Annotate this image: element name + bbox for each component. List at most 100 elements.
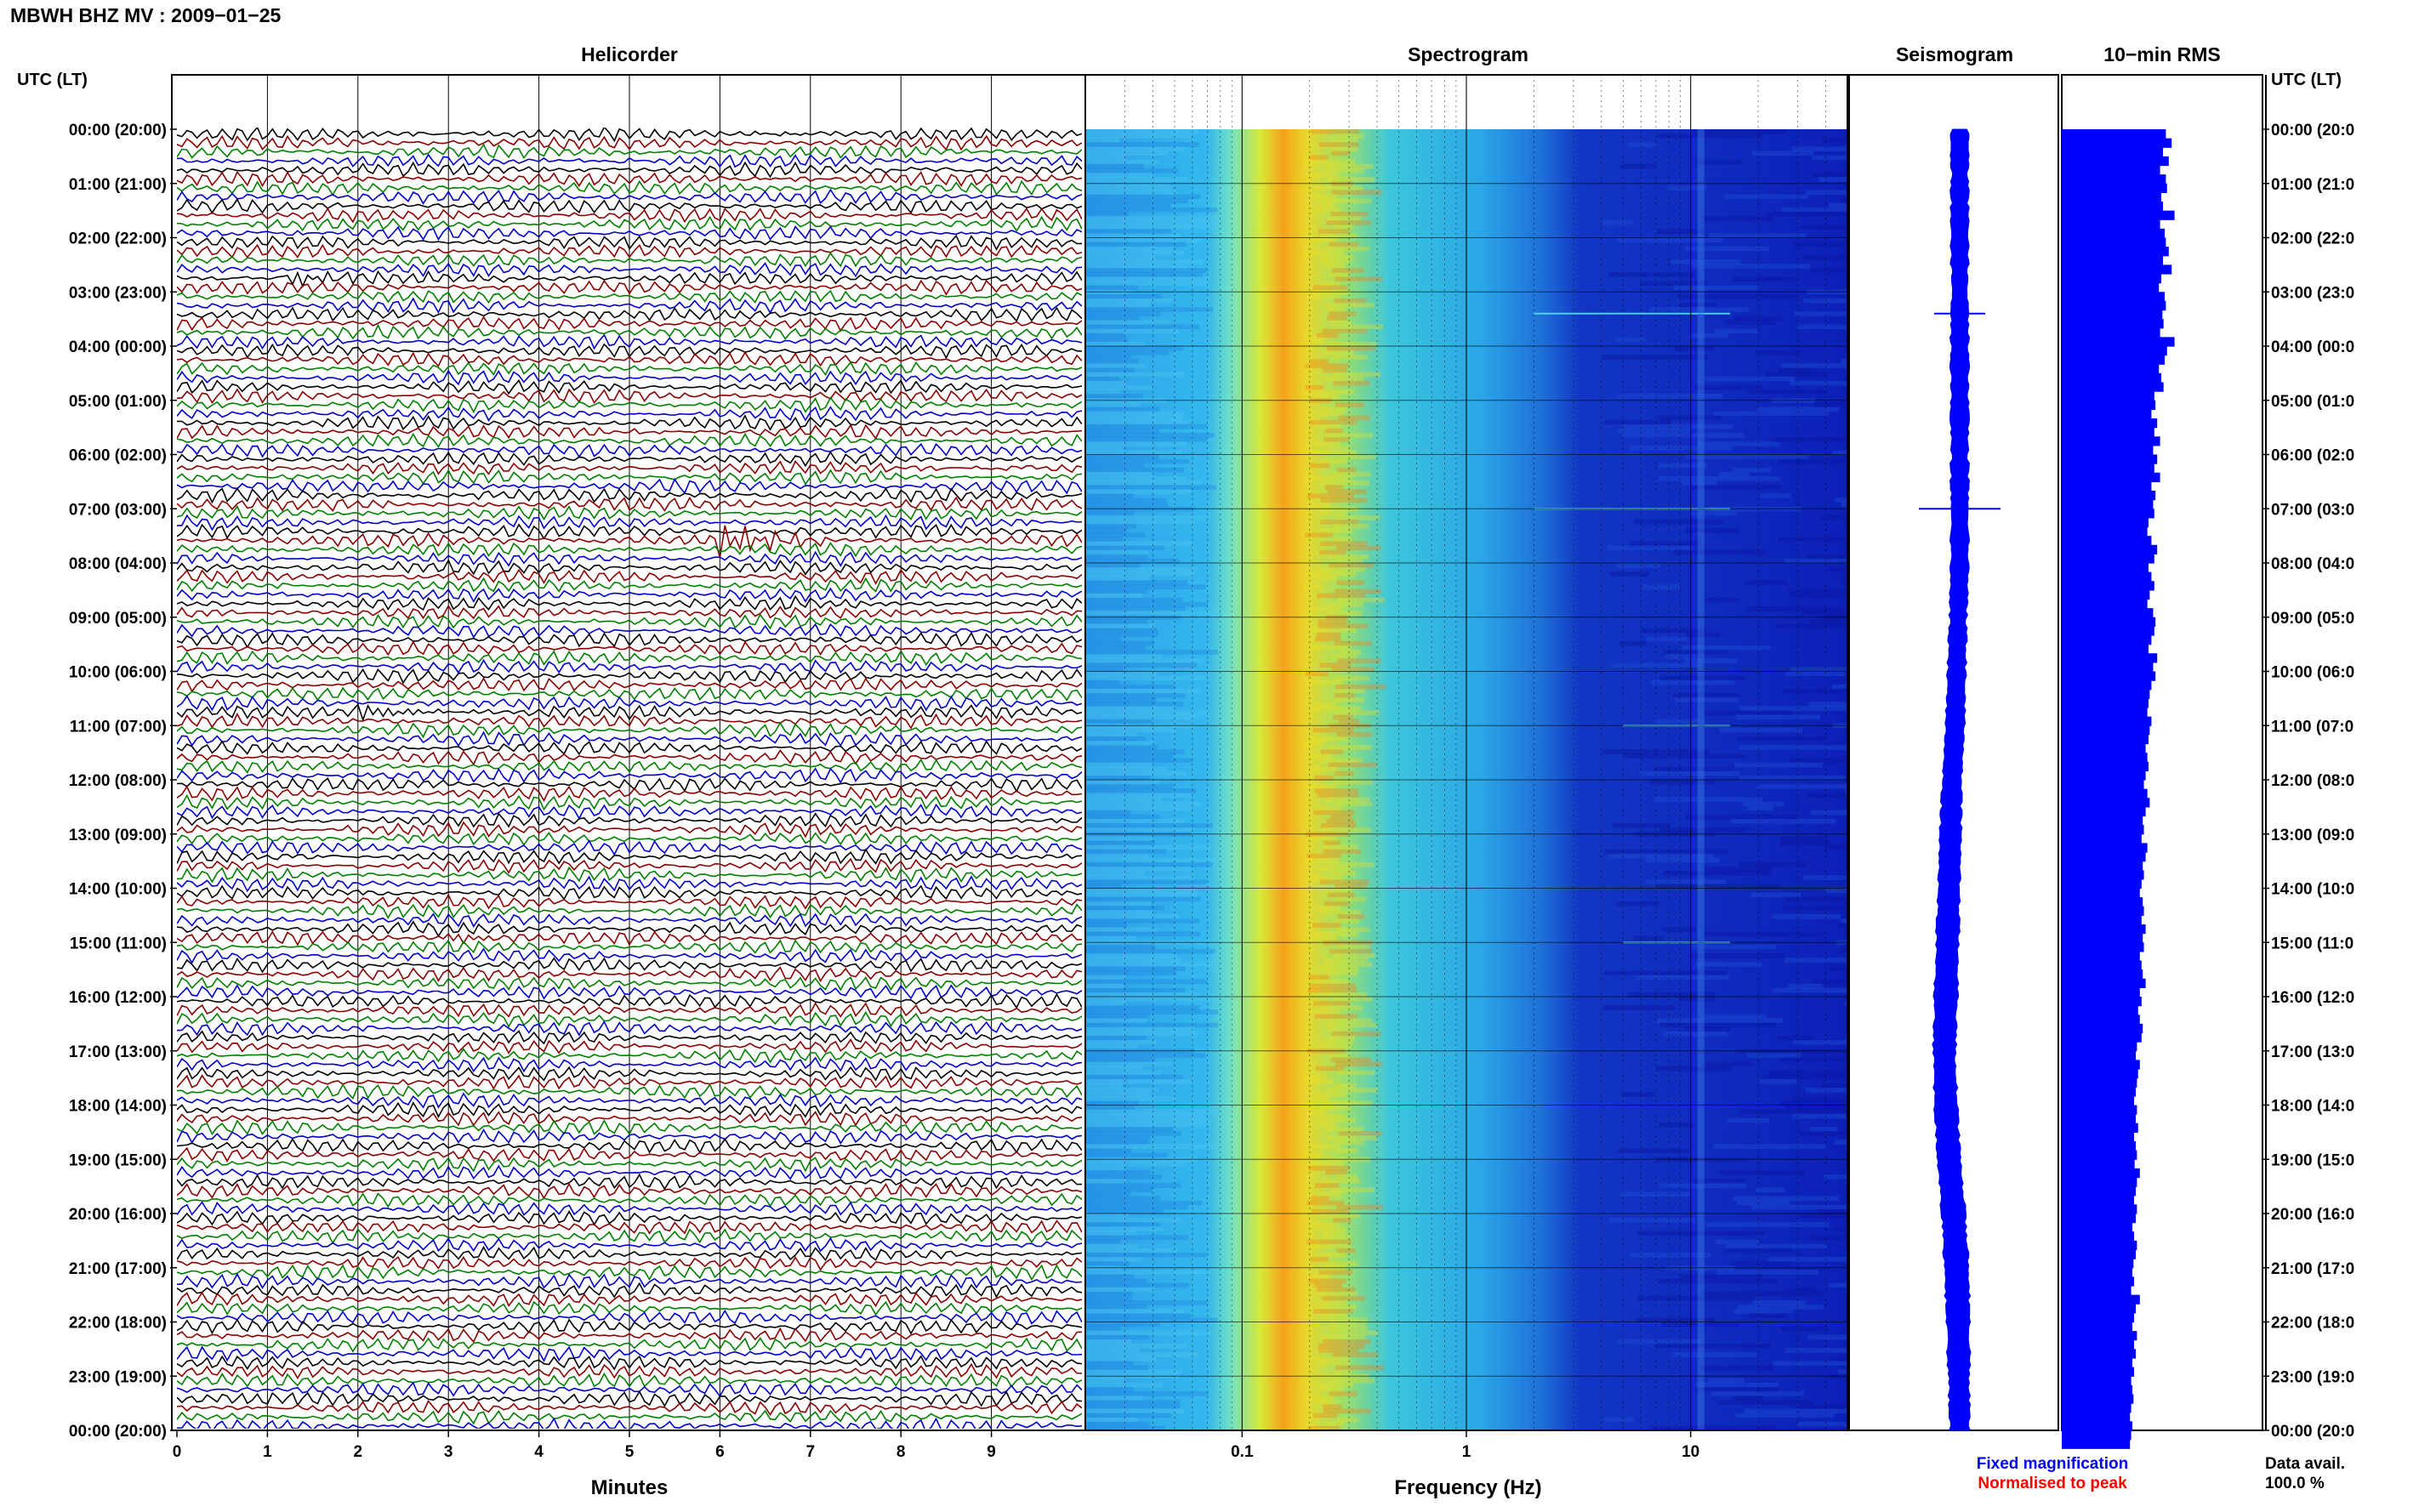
time-label-right: 09:00 (05:0	[2271, 610, 2354, 628]
spectrogram-cell	[1085, 879, 1207, 884]
spectrogram-cell	[1085, 1365, 1149, 1371]
helicorder-trace	[177, 406, 1082, 422]
spectrogram-cell	[1736, 714, 1820, 720]
spectrogram-cell	[1725, 320, 1776, 325]
spectrogram-cell	[1306, 337, 1326, 343]
spectrogram-cell	[1310, 1274, 1331, 1279]
spectrogram-cell	[1621, 1191, 1692, 1197]
spectrogram-cell	[1085, 1174, 1162, 1179]
spectrogram-cell	[1310, 463, 1330, 469]
spectrogram-cell	[1085, 359, 1138, 364]
spectrogram-cell	[1332, 1031, 1382, 1037]
spectrogram-cell	[1332, 1352, 1379, 1357]
spectrogram-cell	[1746, 805, 1773, 811]
spectrogram-cell	[1085, 1270, 1212, 1275]
rms-bar	[2062, 454, 2158, 464]
helicorder-trace	[177, 848, 1082, 865]
spectrogram-cell	[1085, 1282, 1190, 1288]
time-label-right: 19:00 (15:0	[2271, 1151, 2354, 1169]
spectrogram-cell	[1319, 549, 1346, 555]
spectrogram-cell	[1724, 194, 1808, 200]
spectrogram-cell	[1085, 1100, 1139, 1106]
rms-bar	[2062, 933, 2143, 943]
helicorder-trace	[177, 542, 1082, 558]
spectrogram-cell	[1700, 1014, 1767, 1019]
rms-bar	[2062, 319, 2164, 329]
spectrogram-cell	[1743, 801, 1784, 807]
helicorder-trace	[177, 1291, 1082, 1308]
spectrogram-cell	[1318, 1044, 1352, 1049]
spectrogram-cell	[1085, 749, 1185, 754]
spectrogram-cell	[1315, 1066, 1345, 1071]
spectrogram-cell	[1773, 987, 1847, 993]
spectrogram-cell	[1085, 1352, 1199, 1357]
spectrogram-cell	[1085, 588, 1148, 594]
spectrogram-cell	[1809, 619, 1847, 624]
rms-bar	[2062, 327, 2160, 338]
spectrogram-cell	[1305, 532, 1333, 537]
helicorder-trace	[177, 912, 1082, 928]
spectrogram-cell	[1645, 857, 1721, 863]
spectrogram-cell	[1612, 662, 1700, 668]
rms-bar	[2062, 1105, 2137, 1115]
time-label-right: 01:00 (21:0	[2271, 176, 2354, 194]
rms-bar	[2062, 1087, 2137, 1097]
spectrogram-cell	[1085, 520, 1194, 525]
helicorder-trace	[177, 758, 1082, 774]
spectrogram-cell	[1085, 537, 1124, 542]
spectrogram-cell	[1790, 667, 1847, 672]
helicorder-trace	[177, 957, 1082, 974]
rms-bar	[2062, 689, 2150, 699]
spectrogram-cell	[1790, 593, 1847, 599]
spectrogram-cell	[1323, 1339, 1371, 1344]
time-label-right: 07:00 (03:0	[2271, 501, 2354, 519]
spectrogram-cell	[1316, 1400, 1336, 1405]
spectrogram-cell	[1789, 758, 1847, 764]
spectrogram-cell	[1315, 636, 1341, 642]
rms-bar	[2062, 761, 2149, 771]
spectrogram-cell	[1607, 545, 1693, 551]
spectrogram-cell	[1085, 1044, 1138, 1049]
spectrogram-cell	[1667, 185, 1708, 190]
spectrogram-cell	[1336, 731, 1373, 737]
spectrogram-cell	[1656, 134, 1762, 139]
spectrogram-cell	[1331, 268, 1364, 273]
time-label-right: 08:00 (04:0	[2271, 555, 2354, 573]
spectrogram-cell	[1733, 276, 1796, 281]
helicorder-trace	[177, 153, 1082, 168]
helicorder-trace	[177, 1020, 1082, 1037]
spectrogram-cell	[1318, 202, 1336, 208]
time-label-left: 04:00 (00:00)	[69, 338, 167, 356]
spectrogram-cell	[1335, 276, 1383, 281]
spectrogram-cell	[1085, 636, 1122, 642]
spectrogram-cell	[1318, 1117, 1356, 1123]
spectrogram-cell	[1085, 190, 1177, 195]
helicorder-trace	[177, 1400, 1082, 1417]
spectrogram-cell	[1806, 190, 1847, 195]
spectrogram-cell	[1319, 879, 1369, 884]
spectrogram-cell	[1085, 510, 1135, 516]
spectrogram-cell	[1650, 679, 1735, 685]
spectrogram-cell	[1308, 155, 1329, 161]
spectrogram-cell	[1085, 493, 1134, 498]
spectrogram-cell	[1685, 632, 1721, 638]
helicorder-trace	[177, 1355, 1082, 1371]
spectrogram-cell	[1830, 966, 1847, 971]
rms-bar	[2062, 1050, 2137, 1060]
rms-bar	[2062, 219, 2160, 230]
x-axes: 0 1 2 3 4 5 6 7 8 9 0.1 1 10	[173, 1430, 1699, 1461]
helicorder-tick-label: 8	[896, 1443, 906, 1461]
spectrogram-cell	[1085, 762, 1153, 768]
spectrogram-cell	[1330, 814, 1352, 820]
rms-bar	[2062, 1367, 2134, 1377]
spectrogram-cell	[1841, 359, 1847, 364]
rms-bar	[2062, 770, 2146, 781]
spectrogram-cell	[1316, 905, 1341, 911]
spectrogram-cell	[1746, 1053, 1801, 1058]
rms-bar	[2062, 589, 2150, 600]
spectrogram-cell	[1329, 272, 1350, 277]
rms-title: 10−min RMS	[2103, 43, 2220, 65]
spectrogram-cell	[1085, 597, 1183, 603]
spectrogram-cell	[1085, 1330, 1212, 1336]
time-label-right: 06:00 (02:0	[2271, 447, 2354, 465]
